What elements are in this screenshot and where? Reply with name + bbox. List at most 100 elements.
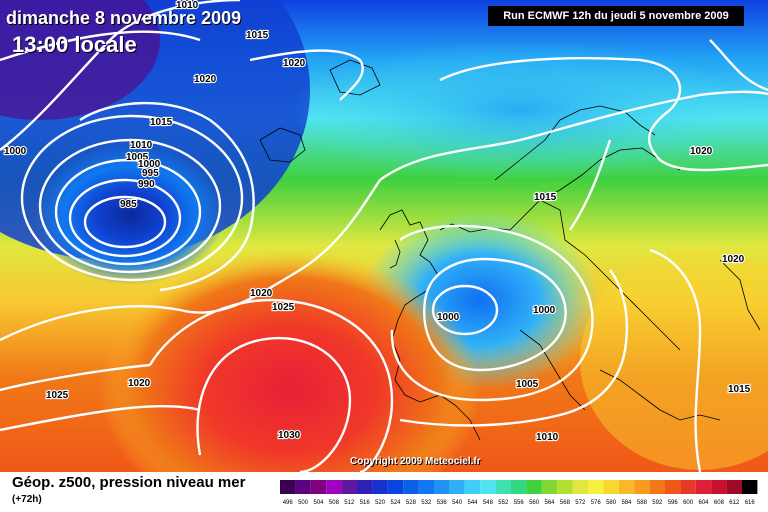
legend-swatch: [680, 480, 696, 494]
pressure-label: 1015: [150, 117, 173, 128]
legend-label: 528: [406, 500, 417, 506]
legend-swatch: [526, 480, 542, 494]
legend-swatch: [495, 480, 511, 494]
forecast-map: 1010 1015 1020 1020 1015 1010 1005 1000 …: [0, 0, 768, 472]
pressure-label: 1005: [126, 152, 149, 163]
legend-label: 508: [329, 500, 340, 506]
legend-label: 504: [313, 500, 324, 506]
legend-swatch: [434, 480, 450, 494]
legend-label: 548: [483, 500, 494, 506]
legend-swatch: [541, 480, 558, 494]
legend-swatch: [695, 480, 712, 494]
pressure-label: 1000: [533, 305, 556, 316]
legend-swatch: [326, 480, 342, 494]
legend-label: 536: [437, 500, 448, 506]
legend-swatch: [295, 480, 311, 494]
legend-label: 540: [452, 500, 463, 506]
legend-label: 520: [375, 500, 386, 506]
pressure-label: 1000: [437, 312, 460, 323]
legend-label: 608: [714, 500, 725, 506]
legend-swatch: [603, 480, 619, 494]
legend-swatch: [280, 480, 296, 494]
pressure-label: 1010: [176, 0, 199, 11]
legend-swatch: [726, 480, 742, 494]
legend-swatch: [572, 480, 588, 494]
legend-label: 612: [729, 500, 740, 506]
pressure-label: 1020: [283, 58, 306, 69]
legend-swatch: [403, 480, 419, 494]
legend-label: 588: [637, 500, 648, 506]
legend-swatch: [341, 480, 357, 494]
parameter-title: Géop. z500, pression niveau mer: [12, 474, 246, 491]
legend-label: 532: [421, 500, 432, 506]
legend-swatch: [418, 480, 434, 494]
pressure-label: 1010: [536, 432, 559, 443]
legend-label: 512: [344, 500, 355, 506]
legend-label: 556: [514, 500, 525, 506]
pressure-labels: 1010 1015 1020 1020 1015 1010 1005 1000 …: [3, 0, 752, 444]
lead-time: (+72h): [12, 494, 42, 505]
legend-swatch: [618, 480, 635, 494]
legend-label: 592: [652, 500, 663, 506]
legend-swatch: [634, 480, 650, 494]
legend-label: 568: [560, 500, 571, 506]
legend-label: 584: [621, 500, 632, 506]
pressure-label: 1020: [722, 254, 745, 265]
pressure-label: 990: [138, 179, 155, 190]
legend-label: 576: [591, 500, 602, 506]
local-time: 13:00 locale: [12, 32, 137, 57]
model-run-banner: Run ECMWF 12h du jeudi 5 novembre 2009: [488, 6, 744, 26]
pressure-label: 1020: [250, 288, 273, 299]
legend-label: 600: [683, 500, 694, 506]
pressure-label: 985: [120, 199, 137, 210]
legend-swatch: [372, 480, 388, 494]
pressure-label: 1025: [46, 390, 69, 401]
pressure-label: 1025: [272, 302, 295, 313]
legend-label: 604: [698, 500, 709, 506]
legend-swatch: [310, 480, 327, 494]
legend-label: 516: [360, 500, 371, 506]
legend-label: 564: [544, 500, 555, 506]
pressure-label: 1000: [4, 146, 27, 157]
z500-field: [100, 250, 480, 472]
pressure-label: 1015: [246, 30, 269, 41]
legend-label: 596: [668, 500, 679, 506]
legend-swatch: [711, 480, 727, 494]
legend-swatch: [357, 480, 373, 494]
legend-label: 580: [606, 500, 617, 506]
legend-label: 616: [745, 500, 756, 506]
legend-label: 500: [298, 500, 309, 506]
legend-label: 544: [467, 500, 478, 506]
pressure-label: 1005: [516, 379, 539, 390]
legend-swatch: [511, 480, 527, 494]
legend-swatch: [742, 480, 758, 494]
legend-label: 552: [498, 500, 509, 506]
legend-swatch: [649, 480, 665, 494]
isobars: [0, 0, 768, 472]
legend-label: 496: [283, 500, 294, 506]
forecast-date: dimanche 8 novembre 2009: [6, 8, 242, 28]
pressure-label: 1020: [690, 146, 713, 157]
pressure-label: 995: [142, 168, 159, 179]
pressure-label: 1030: [278, 430, 301, 441]
legend-swatch: [665, 480, 681, 494]
pressure-label: 1000: [138, 159, 161, 170]
color-scale-legend: 496 500 504 508 512 516 520 524 528 532 536 540 544 5…: [280, 480, 758, 506]
pressure-label: 1020: [128, 378, 151, 389]
legend-swatch: [480, 480, 496, 494]
legend-label: 524: [390, 500, 401, 506]
z500-field: [290, 40, 750, 180]
pressure-label: 1010: [130, 140, 153, 151]
legend-swatch: [464, 480, 481, 494]
legend-label: 572: [575, 500, 586, 506]
legend-swatch: [449, 480, 465, 494]
coastlines: [259, 59, 761, 441]
z500-field: [580, 250, 768, 470]
legend-swatch: [387, 480, 404, 494]
legend-swatch: [557, 480, 573, 494]
pressure-label: 1015: [534, 192, 557, 203]
legend-swatch: [588, 480, 604, 494]
copyright-notice: Copyright 2009 Meteociel.fr: [350, 456, 481, 467]
legend-label: 560: [529, 500, 540, 506]
pressure-label: 1020: [194, 74, 217, 85]
